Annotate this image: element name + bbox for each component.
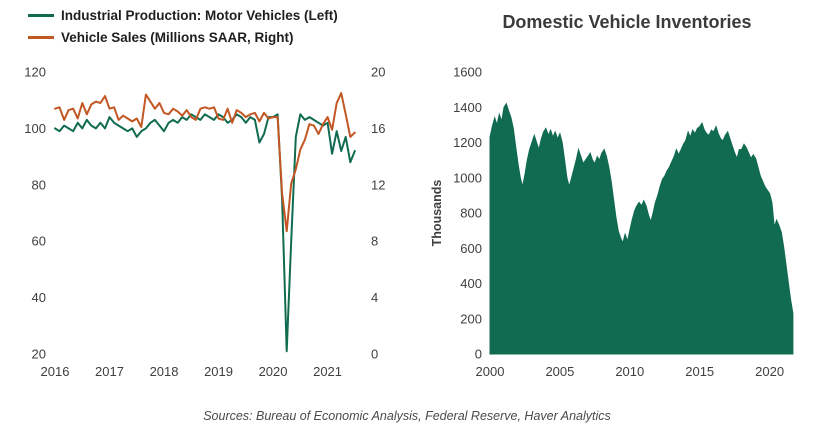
svg-text:2019: 2019 <box>204 364 233 379</box>
legend-label-vehicle-sales: Vehicle Sales (Millions SAAR, Right) <box>61 30 294 45</box>
svg-text:60: 60 <box>32 234 46 249</box>
svg-text:8: 8 <box>371 234 378 249</box>
svg-text:600: 600 <box>460 241 482 256</box>
svg-text:4: 4 <box>371 290 378 305</box>
chart-title: Domestic Vehicle Inventories <box>502 12 752 32</box>
svg-text:1600: 1600 <box>453 65 482 80</box>
svg-text:800: 800 <box>460 206 482 221</box>
svg-text:2018: 2018 <box>150 364 179 379</box>
svg-text:40: 40 <box>32 290 46 305</box>
legend: Industrial Production: Motor Vehicles (L… <box>28 8 338 52</box>
svg-text:2017: 2017 <box>95 364 124 379</box>
legend-item-vehicle-sales: Vehicle Sales (Millions SAAR, Right) <box>28 30 338 45</box>
svg-text:100: 100 <box>24 121 46 136</box>
svg-text:20: 20 <box>32 347 46 362</box>
svg-text:0: 0 <box>371 347 378 362</box>
svg-text:400: 400 <box>460 276 482 291</box>
svg-text:2000: 2000 <box>476 364 505 379</box>
svg-text:2021: 2021 <box>313 364 342 379</box>
svg-text:120: 120 <box>24 65 46 80</box>
legend-label-industrial-production: Industrial Production: Motor Vehicles (L… <box>61 8 338 23</box>
svg-text:0: 0 <box>475 347 482 362</box>
svg-text:20: 20 <box>371 65 385 80</box>
industrial-production-line-swatch <box>28 14 54 17</box>
svg-text:2020: 2020 <box>259 364 288 379</box>
svg-text:1000: 1000 <box>453 170 482 185</box>
svg-text:2020: 2020 <box>755 364 784 379</box>
vehicle-sales-line-swatch <box>28 36 54 39</box>
svg-text:200: 200 <box>460 311 482 326</box>
y-axis-label: Thousands <box>430 179 444 247</box>
svg-text:2015: 2015 <box>685 364 714 379</box>
sources-note: Sources: Bureau of Economic Analysis, Fe… <box>203 409 611 423</box>
svg-text:80: 80 <box>32 177 46 192</box>
svg-text:12: 12 <box>371 177 385 192</box>
svg-text:1400: 1400 <box>453 100 482 115</box>
svg-text:2005: 2005 <box>545 364 574 379</box>
svg-text:16: 16 <box>371 121 385 136</box>
svg-text:2016: 2016 <box>41 364 70 379</box>
svg-text:1200: 1200 <box>453 135 482 150</box>
svg-text:2010: 2010 <box>615 364 644 379</box>
legend-item-industrial-production: Industrial Production: Motor Vehicles (L… <box>28 8 338 23</box>
